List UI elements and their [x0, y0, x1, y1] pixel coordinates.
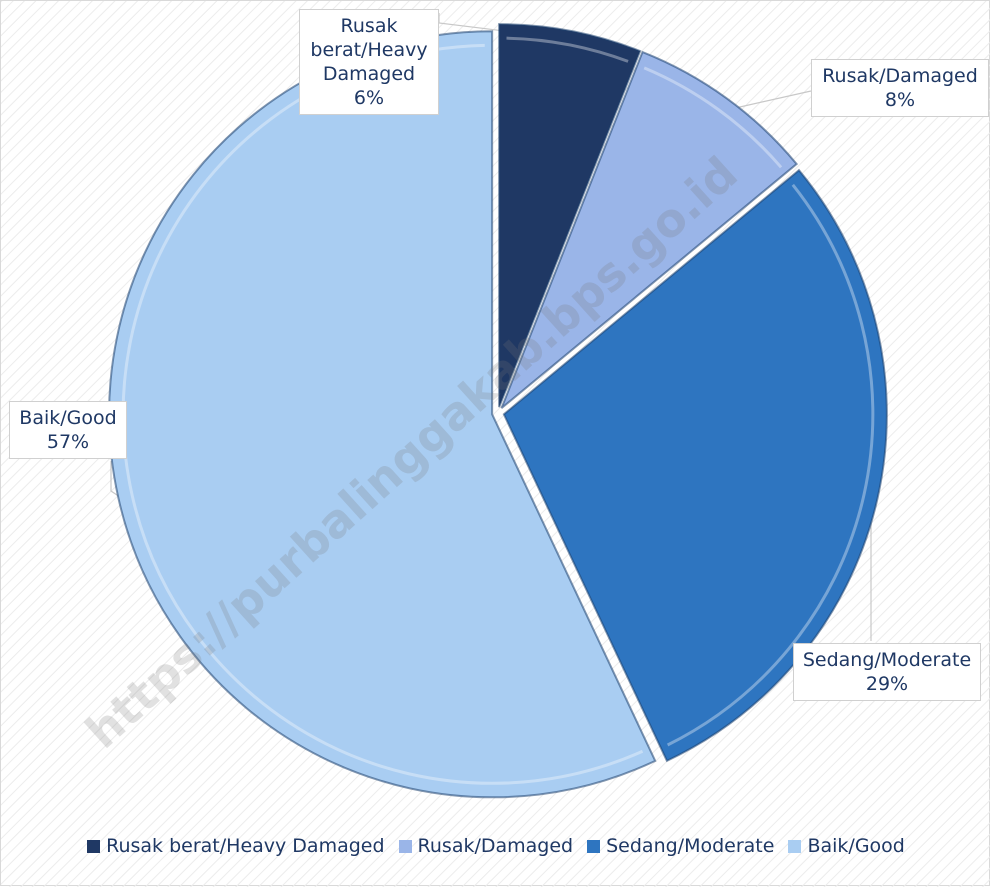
legend-label: Baik/Good: [807, 835, 905, 857]
label-value: 57%: [46, 431, 90, 453]
pie-slice: [498, 23, 642, 408]
data-label: Baik/Good 57%: [9, 401, 127, 459]
leader-line: [730, 90, 812, 110]
pie-slice: [500, 50, 799, 409]
legend-item: Sedang/Moderate: [587, 835, 774, 857]
legend-swatch: [788, 839, 802, 853]
label-value: 29%: [865, 673, 909, 695]
label-value: 6%: [353, 87, 385, 109]
label-category: Sedang/Moderate: [802, 649, 972, 671]
label-value: 8%: [884, 89, 916, 111]
pie-slice: [502, 168, 888, 763]
legend: Rusak berat/Heavy Damaged Rusak/Damaged Se…: [1, 835, 990, 857]
label-category: Baik/Good: [19, 407, 117, 429]
slice-bevel: [666, 183, 875, 747]
label-category: Rusak/Damaged: [822, 65, 978, 87]
legend-swatch: [87, 839, 101, 853]
legend-item: Baik/Good: [788, 835, 905, 857]
data-label: Rusak/Damaged 8%: [811, 59, 989, 117]
legend-swatch: [398, 839, 412, 853]
legend-item: Rusak/Damaged: [398, 835, 574, 857]
slice-bevel: [121, 43, 644, 785]
legend-label: Rusak berat/Heavy Damaged: [106, 835, 385, 857]
data-label: Rusak berat/Heavy Damaged 6%: [299, 9, 439, 115]
slice-bevel: [643, 66, 783, 169]
data-label: Sedang/Moderate 29%: [793, 643, 981, 701]
label-category: Rusak berat/Heavy Damaged: [310, 15, 428, 85]
legend-label: Sedang/Moderate: [606, 835, 775, 857]
pie: [108, 23, 888, 799]
legend-swatch: [587, 839, 601, 853]
legend-item: Rusak berat/Heavy Damaged: [87, 835, 385, 857]
pie-slice: [108, 30, 657, 799]
legend-label: Rusak/Damaged: [417, 835, 574, 857]
slice-bevel: [506, 36, 629, 63]
